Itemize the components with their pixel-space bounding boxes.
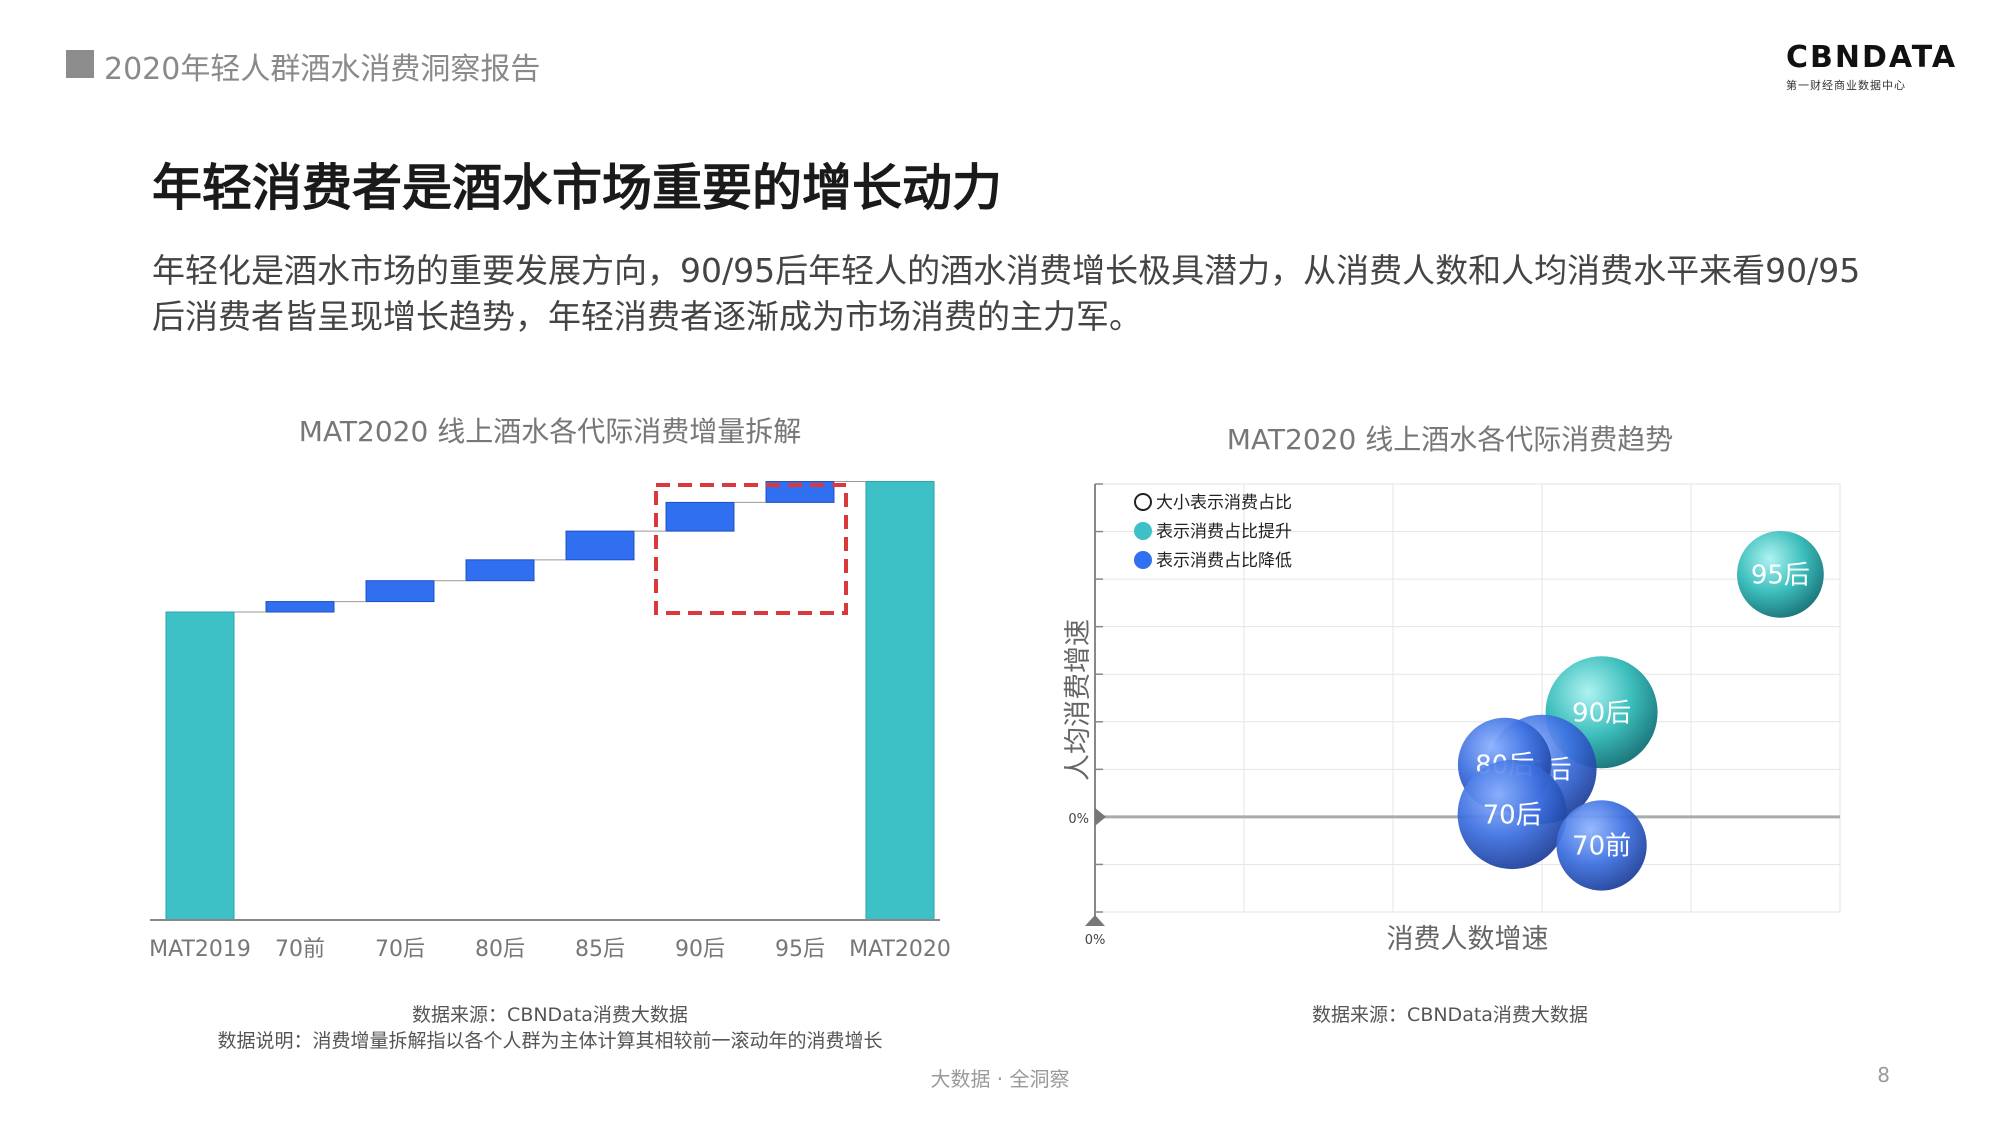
waterfall-highlight-box (654, 483, 848, 615)
footer-slogan: 大数据 · 全洞察 (930, 1067, 1070, 1091)
waterfall-bar-70后 (365, 580, 435, 603)
waterfall-bar-80后 (465, 559, 535, 582)
logo-subtitle: 第一财经商业数据中心 (1786, 79, 1906, 92)
left-data-explanation: 数据说明：消费增量拆解指以各个人群为主体计算其相较前一滚动年的消费增长 (217, 1030, 883, 1052)
description-text: 年轻化是酒水市场的重要发展方向，90/95后年轻人的酒水消费增长极具潜力，从消费… (152, 251, 1861, 336)
waterfall-bar-MAT2020 (865, 481, 935, 921)
waterfall-tick-label: 90后 (675, 937, 725, 962)
waterfall-tick-label: 70前 (275, 937, 325, 962)
cbndata-logo: CBNDATA 第一财经商业数据中心 (1786, 40, 1958, 96)
waterfall-tick-label: MAT2019 (149, 937, 251, 962)
waterfall-tick-label: 70后 (375, 937, 425, 962)
logo-text: CBNDATA (1786, 40, 1958, 75)
page-title: 年轻消费者是酒水市场重要的增长动力 (152, 159, 1002, 217)
waterfall-tick-label: MAT2020 (849, 937, 951, 962)
waterfall-chart-title: MAT2020 线上酒水各代际消费增量拆解 (298, 415, 802, 448)
waterfall-bar-90后 (665, 501, 735, 532)
page-number: 8 (1877, 1063, 1890, 1087)
waterfall-bar-85后 (565, 530, 635, 561)
bubble-chart-title: MAT2020 线上酒水各代际消费趋势 (1226, 423, 1674, 456)
left-data-source: 数据来源：CBNData消费大数据 (412, 1004, 688, 1026)
report-title: 2020年轻人群酒水消费洞察报告 (104, 52, 541, 87)
waterfall-tick-label: 95后 (775, 937, 825, 962)
waterfall-bar-70前 (265, 601, 335, 613)
header-square (66, 50, 94, 78)
waterfall-tick-label: 85后 (575, 937, 625, 962)
right-data-source: 数据来源：CBNData消费大数据 (1312, 1004, 1588, 1026)
waterfall-bar-MAT2019 (165, 611, 235, 921)
waterfall-tick-label: 80后 (475, 937, 525, 962)
